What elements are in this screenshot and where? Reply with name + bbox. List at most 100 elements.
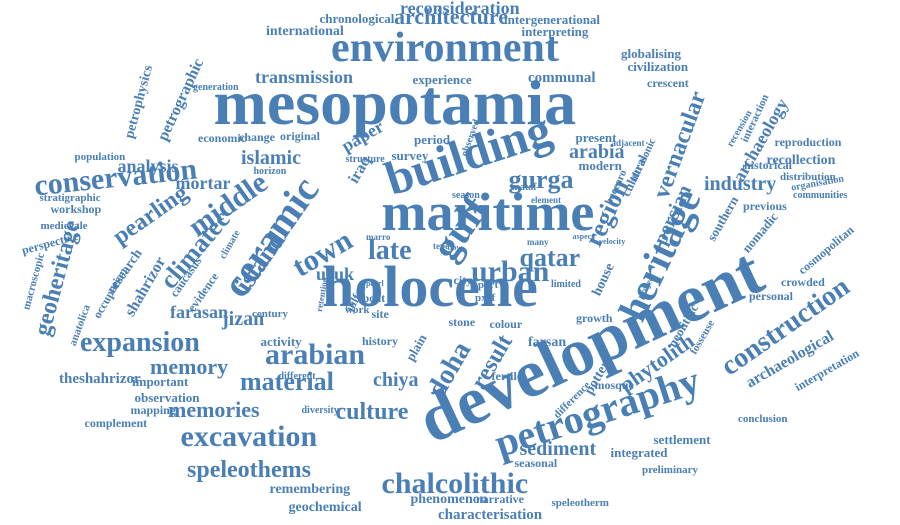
cloud-word: gurga [508,165,574,194]
cloud-word: crowded [781,275,825,289]
cloud-word: conclusion [738,412,788,425]
cloud-word: plain [402,331,430,363]
cloud-word: pearl [366,279,384,288]
cloud-word: speleothems [187,457,311,483]
cloud-word: narrative [476,492,524,506]
cloud-word: personal [749,289,794,303]
cloud-word: generation [193,82,239,93]
cloud-word: integrated [610,444,668,460]
cloud-word: boat [362,291,386,305]
cloud-word: century [252,307,289,320]
cloud-word: survey [391,147,429,163]
cloud-word: economic [198,131,246,145]
cloud-word: transmission [255,67,354,87]
cloud-word: period [414,131,451,147]
cloud-word: interpreting [521,23,589,39]
cloud-word: intergenerational [504,11,601,27]
cloud-word: experience [412,71,472,87]
cloud-word: present [575,129,617,145]
cloud-word: chalcolithic [381,467,529,500]
cloud-word: characterisation [438,506,543,523]
cloud-word: historical [744,158,792,172]
cloud-word: mortar [175,173,231,193]
cloud-word: qatar [519,243,581,272]
cloud-word: globalising [621,45,681,61]
cloud-word: theshahrizor [59,370,141,387]
cloud-word: element [531,194,561,205]
cloud-word: uruk [316,264,355,284]
cloud-word: tepe [433,240,449,251]
cloud-word: city [453,273,473,287]
cloud-word: recollection [766,153,836,168]
cloud-word: mataf [511,182,537,193]
cloud-word: different [278,371,316,382]
cloud-word: horizon [253,166,287,177]
cloud-word: original [280,129,321,143]
cloud-word: work [345,303,370,316]
cloud-word: change [239,130,275,144]
cloud-word: memories [168,397,260,422]
cloud-word: reconsideration [400,0,520,18]
cloud-word: fertile [491,369,523,383]
cloud-word: speleotherm [551,496,609,509]
cloud-word: stone [448,315,476,329]
cloud-word: late [368,235,412,266]
cloud-word: excavation [180,420,318,453]
cloud-word: remembering [269,482,351,497]
cloud-word: communities [793,190,848,201]
cloud-word: nomadic [738,208,781,256]
cloud-word: civilization [627,58,689,74]
cloud-word: modern [578,157,622,173]
cloud-word: mosque [594,378,634,392]
cloud-word: observation [134,389,200,405]
cloud-word: material [240,367,334,396]
cloud-word: pxrf [475,291,496,304]
cloud-word: petrophysics [121,63,156,141]
cloud-word: reproduction [774,135,842,149]
cloud-word: previous [743,199,787,213]
cloud-word: preliminary [642,463,699,476]
cloud-word: expansion [80,327,200,358]
cloud-word: aspect [572,232,594,241]
cloud-word: distribution [780,170,836,183]
cloud-word: activity [260,333,302,349]
cloud-word: season [452,190,480,201]
cloud-word: many [527,236,549,247]
cloud-word: site [371,307,389,321]
cloud-word: phenomenon [410,492,488,507]
cloud-word: limited [551,279,581,290]
cloud-word: workshop [50,202,102,216]
cloud-word: population [74,150,126,163]
cloud-word: structure [345,154,385,165]
cloud-word: chronological [319,10,395,26]
cloud-word: jizan [222,308,265,330]
cloud-word: sediment [519,438,597,460]
cloud-word: geochemical [288,500,362,515]
cloud-word: complement [84,416,148,430]
cloud-word: colour [489,317,523,331]
cloud-word: flow [447,243,463,252]
cloud-word: medievale [40,219,88,232]
cloud-word: cosmopolitan [795,222,857,278]
cloud-word: stratigraphic [39,191,101,204]
cloud-word: adjacent [611,137,645,148]
cloud-word: marro [366,231,391,242]
cloud-word: settlement [653,431,711,447]
cloud-word: arabian [265,338,366,371]
cloud-word: important [132,373,189,389]
cloud-word: maritime [381,182,595,242]
cloud-word: international [266,24,344,39]
cloud-word: mapping [130,403,176,417]
cloud-word: diversity [301,405,339,416]
cloud-word: farasan [170,302,228,322]
cloud-word: holocene [322,254,538,319]
cloud-word: mesopotamia [213,67,577,138]
cloud-word: culture [335,399,409,425]
cloud-word: history [362,334,398,348]
cloud-word: crescent [647,76,689,90]
cloud-word: industry [704,173,777,195]
cloud-word: chiya [373,369,419,391]
cloud-word: arabia [569,141,625,163]
cloud-word: environment [331,25,559,71]
cloud-word: islamic [241,147,301,169]
